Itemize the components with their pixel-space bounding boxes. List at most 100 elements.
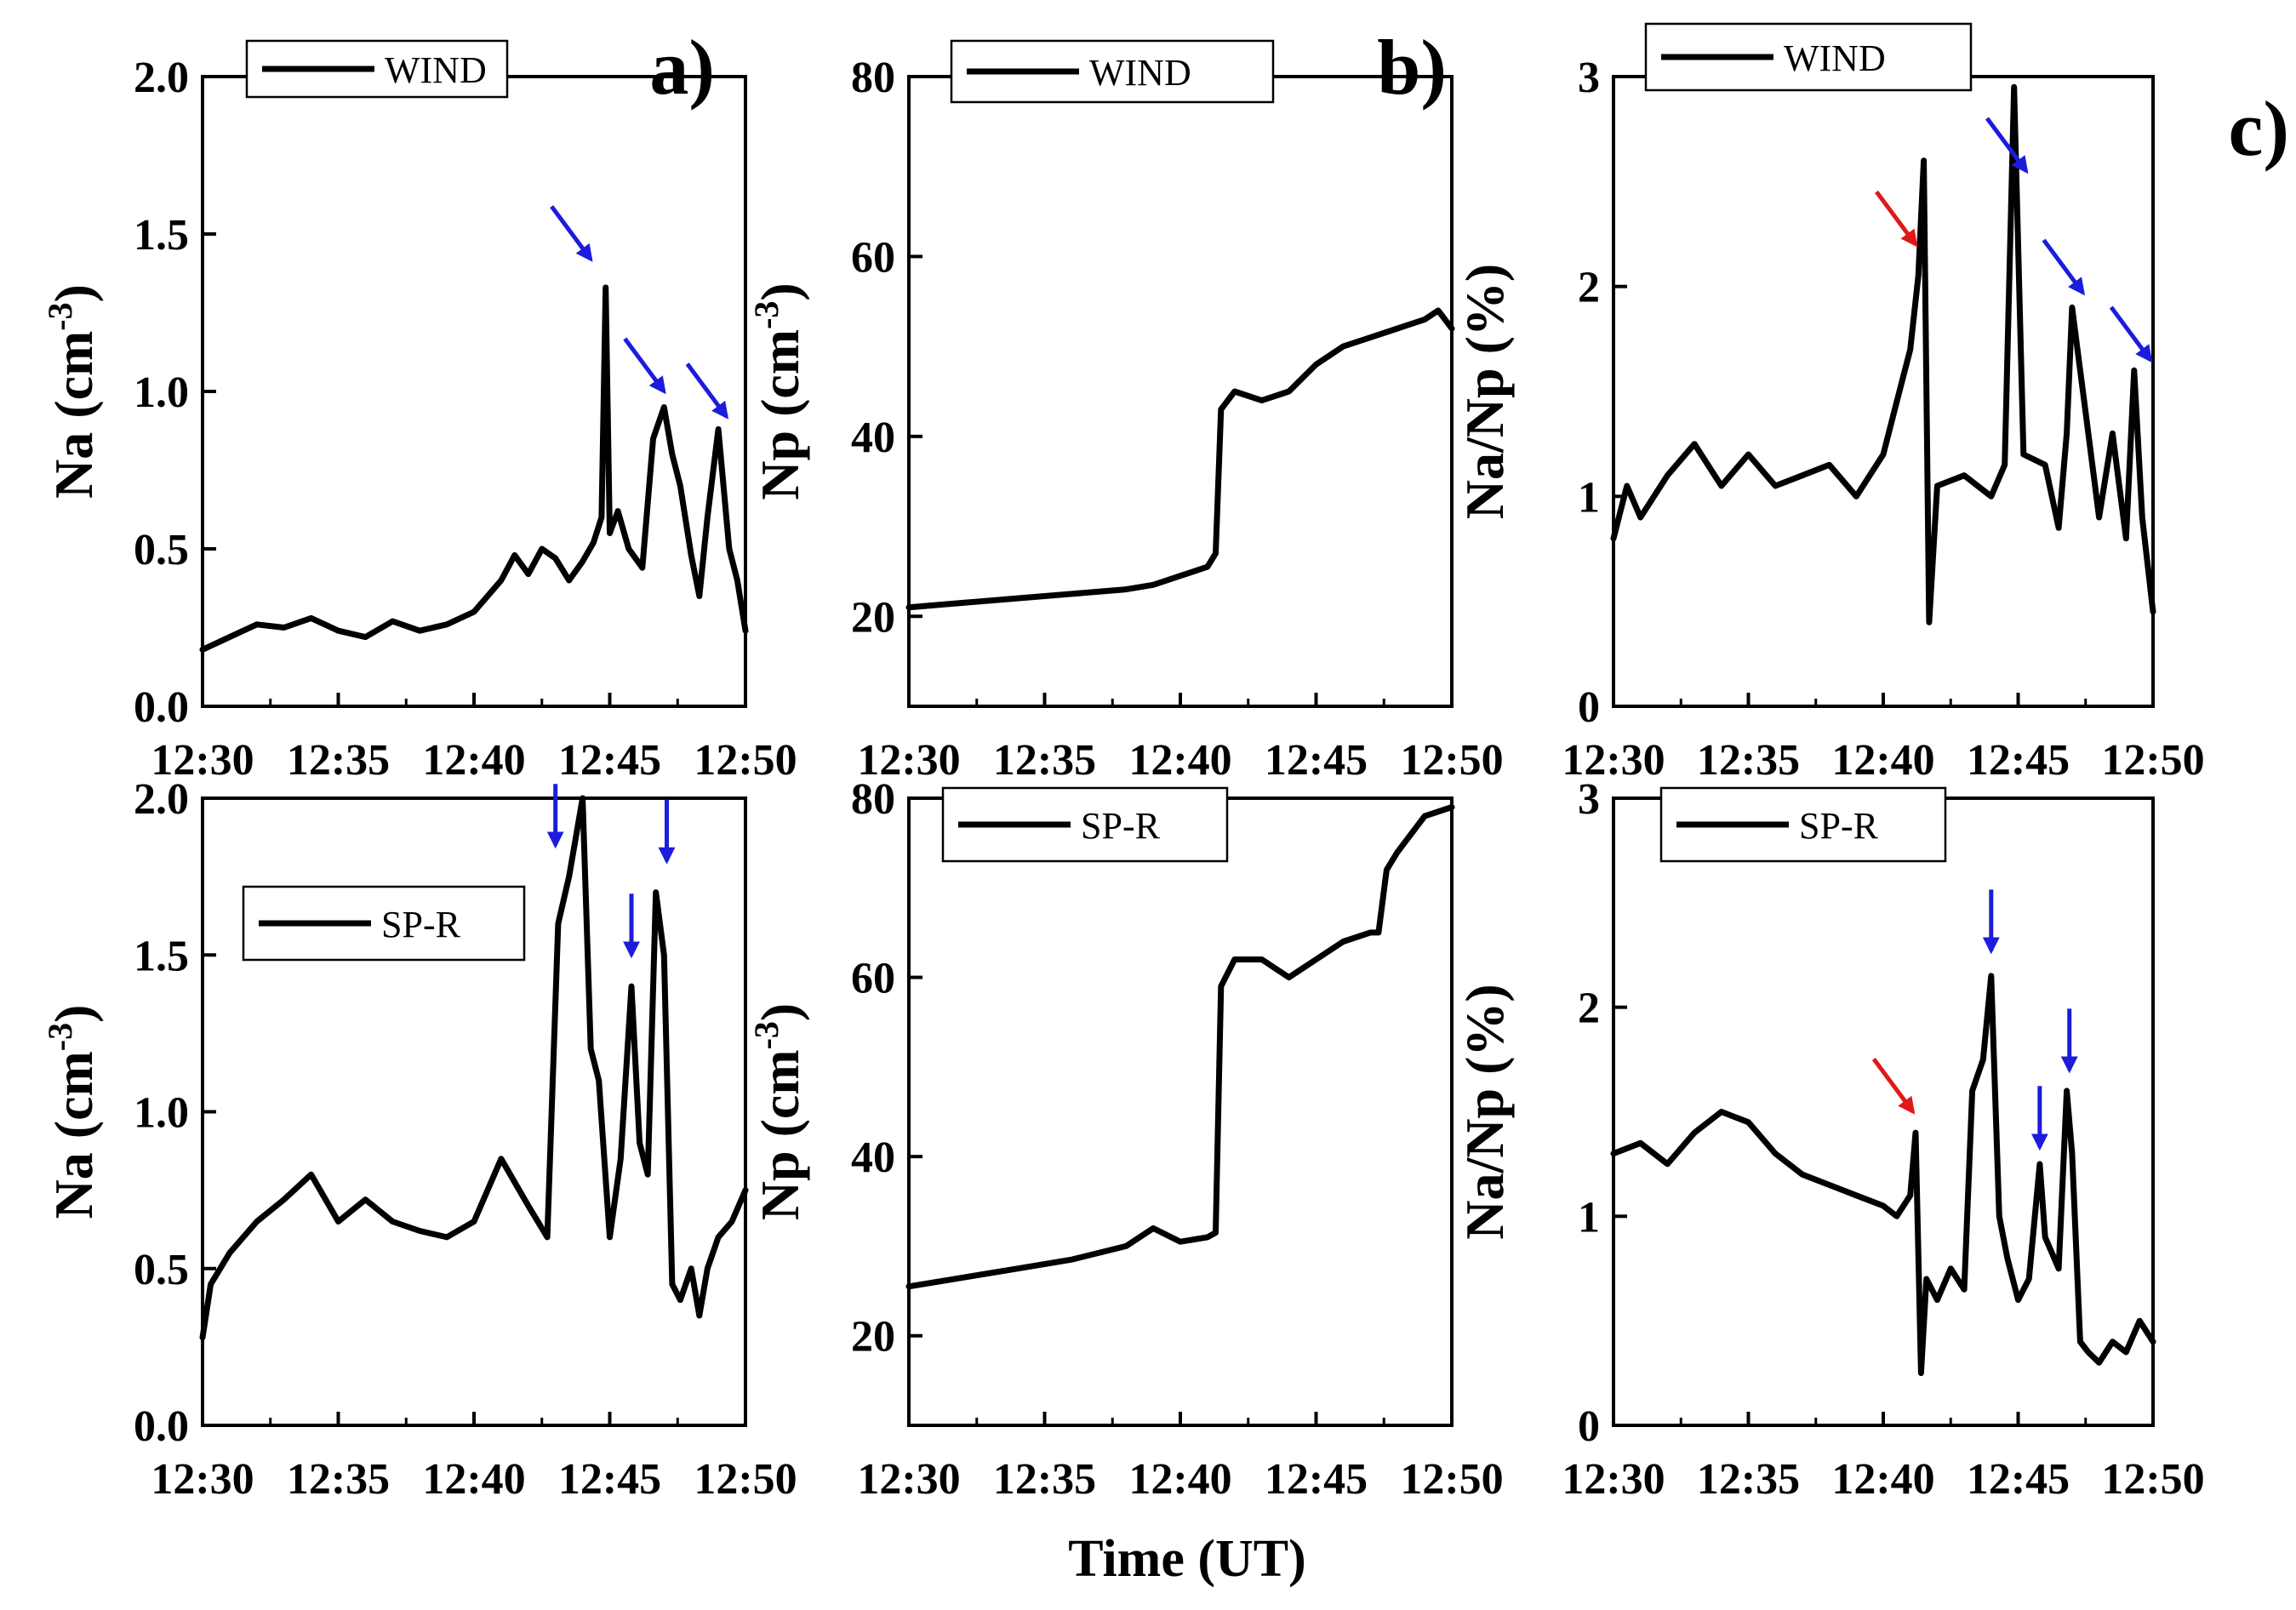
x-tick-label: 12:45 bbox=[1967, 736, 2070, 785]
x-tick-label: 12:40 bbox=[422, 1455, 525, 1504]
x-tick-label: 12:40 bbox=[422, 736, 525, 785]
y-tick-label: 80 bbox=[851, 54, 895, 102]
legend: SP-R bbox=[1659, 786, 1947, 863]
x-tick-label: 12:35 bbox=[1697, 1455, 1800, 1504]
y-tick-label: 80 bbox=[851, 775, 895, 824]
x-tick-label: 12:30 bbox=[151, 1455, 254, 1504]
plot-frame bbox=[907, 796, 1454, 1427]
y-tick-label: 0 bbox=[1578, 1402, 1600, 1451]
x-tick-label: 12:45 bbox=[558, 736, 661, 785]
y-tick-label: 1.0 bbox=[134, 1089, 189, 1138]
panel-label: b) bbox=[1377, 24, 1447, 111]
x-tick-label: 12:30 bbox=[151, 736, 254, 785]
y-tick-label: 0 bbox=[1578, 683, 1600, 732]
chart-panel-np_spr: 20 40 60 80 12:30 12:35 12:40 12:45 12:50 Np (cm-… bbox=[747, 775, 1504, 1504]
plot-frame bbox=[1612, 75, 2155, 708]
x-tick-label: 12:40 bbox=[1831, 1455, 1934, 1504]
y-tick-label: 1.0 bbox=[134, 368, 189, 417]
chart-panel-np_wind: 20 40 60 80 12:30 12:35 12:40 12:45 12:50 Np (cm-… bbox=[747, 24, 1504, 785]
annotation-arrow-blue bbox=[2042, 238, 2085, 296]
y-tick-label: 0.5 bbox=[134, 526, 189, 574]
legend-label: SP-R bbox=[1799, 805, 1879, 847]
chart-panel-ratio_wind: 0 1 2 3 12:30 12:35 12:40 12:45 12:50 Na/Np (%) WI… bbox=[1454, 22, 2289, 785]
x-tick-label: 12:45 bbox=[1265, 736, 1368, 785]
y-tick-label: 20 bbox=[851, 1313, 895, 1362]
annotation-arrow-blue bbox=[2109, 305, 2153, 363]
x-tick-label: 12:40 bbox=[1831, 736, 1934, 785]
x-tick-label: 12:35 bbox=[287, 736, 390, 785]
legend-label: WIND bbox=[1089, 52, 1191, 94]
legend: WIND bbox=[1644, 22, 1973, 92]
annotation-arrow-blue bbox=[685, 363, 729, 420]
y-tick-label: 2.0 bbox=[134, 54, 189, 102]
x-tick-label: 12:30 bbox=[1562, 1455, 1665, 1504]
y-tick-label: 1 bbox=[1578, 1193, 1600, 1242]
x-tick-label: 12:50 bbox=[2101, 1455, 2204, 1504]
y-axis-title: Np (cm-3) bbox=[747, 1003, 810, 1220]
panel-label: c) bbox=[2229, 85, 2289, 172]
chart-panel-na_wind: 0.0 0.5 1.0 1.5 2.0 12:30 12:35 12:40 12:45 12:50… bbox=[41, 24, 797, 785]
x-tick-label: 12:40 bbox=[1128, 1455, 1231, 1504]
y-tick-label: 2.0 bbox=[134, 775, 189, 824]
x-tick-label: 12:45 bbox=[1265, 1455, 1368, 1504]
y-axis-title: Na/Np (%) bbox=[1454, 264, 1515, 519]
y-tick-label: 40 bbox=[851, 1133, 895, 1182]
x-tick-label: 12:35 bbox=[287, 1455, 390, 1504]
annotation-arrow-red bbox=[1871, 1058, 1916, 1115]
series-line-na_wind bbox=[199, 284, 749, 653]
panel-label: a) bbox=[649, 24, 715, 111]
annotation-arrow-blue bbox=[1985, 117, 2029, 174]
series-line-np_wind bbox=[905, 307, 1455, 611]
series-line-ratio_wind bbox=[1610, 83, 2156, 625]
y-axis-title: Na (cm-3) bbox=[41, 284, 104, 499]
annotation-arrow-red bbox=[1875, 190, 1918, 248]
y-axis-title: Na/Np (%) bbox=[1454, 984, 1515, 1239]
x-tick-label: 12:40 bbox=[1128, 736, 1231, 785]
y-tick-label: 60 bbox=[851, 955, 895, 1003]
legend-label: WIND bbox=[1784, 37, 1886, 79]
legend: WIND bbox=[245, 39, 509, 99]
x-tick-label: 12:50 bbox=[1400, 736, 1503, 785]
series-line-np_spr bbox=[905, 804, 1455, 1290]
y-tick-label: 3 bbox=[1578, 54, 1600, 102]
x-tick-label: 12:50 bbox=[2101, 736, 2204, 785]
series-line-na_spr bbox=[199, 795, 749, 1341]
plot-frame bbox=[907, 75, 1454, 708]
y-tick-label: 20 bbox=[851, 593, 895, 642]
x-tick-label: 12:50 bbox=[1400, 1455, 1503, 1504]
y-tick-label: 1 bbox=[1578, 473, 1600, 522]
y-tick-label: 1.5 bbox=[134, 211, 189, 260]
x-tick-label: 12:35 bbox=[1697, 736, 1800, 785]
x-tick-label: 12:45 bbox=[1967, 1455, 2070, 1504]
x-tick-label: 12:35 bbox=[993, 1455, 1096, 1504]
legend-label: SP-R bbox=[1081, 805, 1161, 847]
x-tick-label: 12:30 bbox=[857, 1455, 960, 1504]
annotation-arrow-blue bbox=[623, 337, 666, 395]
y-tick-label: 0.5 bbox=[134, 1246, 189, 1294]
y-tick-label: 40 bbox=[851, 414, 895, 462]
x-tick-label: 12:35 bbox=[993, 736, 1096, 785]
y-tick-label: 3 bbox=[1578, 775, 1600, 824]
plot-frame bbox=[1612, 796, 2155, 1427]
series-line-ratio_spr bbox=[1610, 973, 2156, 1377]
x-tick-label: 12:30 bbox=[1562, 736, 1665, 785]
y-axis-title: Na (cm-3) bbox=[41, 1005, 104, 1219]
y-tick-label: 60 bbox=[851, 233, 895, 282]
legend-label: SP-R bbox=[381, 904, 461, 945]
chart-panel-na_spr: 0.0 0.5 1.0 1.5 2.0 12:30 12:35 12:40 12:45 12:50… bbox=[41, 775, 797, 1504]
x-tick-label: 12:50 bbox=[694, 1455, 797, 1504]
x-tick-label: 12:45 bbox=[558, 1455, 661, 1504]
x-tick-label: 12:30 bbox=[857, 736, 960, 785]
y-tick-label: 0.0 bbox=[134, 683, 189, 732]
legend: SP-R bbox=[242, 885, 526, 962]
legend: SP-R bbox=[941, 786, 1229, 863]
annotation-arrow-blue bbox=[550, 205, 593, 262]
y-tick-label: 0.0 bbox=[134, 1402, 189, 1451]
y-axis-title: Np (cm-3) bbox=[747, 283, 810, 500]
y-tick-label: 1.5 bbox=[134, 932, 189, 980]
legend-label: WIND bbox=[385, 49, 487, 91]
x-tick-label: 12:50 bbox=[694, 736, 797, 785]
y-tick-label: 2 bbox=[1578, 264, 1600, 312]
x-axis-title: Time (UT) bbox=[1068, 1530, 1306, 1588]
